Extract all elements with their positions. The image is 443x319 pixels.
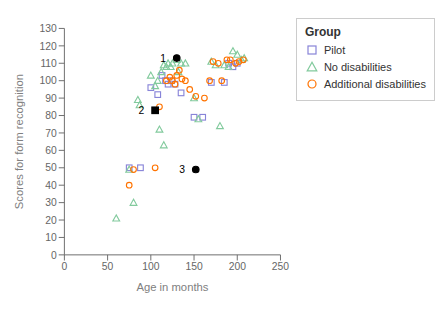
html-text:No disabilities: No disabilities (323, 61, 392, 73)
svg-text:200: 200 (229, 261, 246, 272)
svg-text:0: 0 (51, 250, 57, 261)
svg-text:3: 3 (179, 164, 185, 175)
svg-text:90: 90 (45, 93, 57, 104)
svg-text:130: 130 (40, 23, 57, 34)
html-text:Group: Group (304, 25, 341, 39)
svg-text:70: 70 (45, 128, 57, 139)
svg-text:30: 30 (45, 197, 57, 208)
svg-text:40: 40 (45, 180, 57, 191)
html-text:Additional disabilities: Additional disabilities (323, 78, 426, 90)
svg-text:100: 100 (142, 261, 159, 272)
svg-text:110: 110 (40, 58, 57, 69)
svg-text:60: 60 (45, 145, 57, 156)
svg-text:150: 150 (185, 261, 202, 272)
svg-text:20: 20 (45, 215, 57, 226)
html-text:Pilot: Pilot (323, 44, 346, 56)
svg-text:80: 80 (45, 110, 57, 121)
svg-text:100: 100 (40, 75, 57, 86)
svg-text:2: 2 (139, 105, 145, 116)
svg-text:10: 10 (45, 232, 57, 243)
svg-text:250: 250 (272, 261, 289, 272)
svg-text:0: 0 (61, 261, 67, 272)
svg-text:120: 120 (40, 41, 57, 52)
svg-text:1: 1 (160, 53, 166, 64)
svg-text:Scores for form recognition: Scores for form recognition (13, 74, 25, 209)
svg-text:50: 50 (45, 162, 57, 173)
svg-text:Age in months: Age in months (136, 281, 208, 293)
svg-text:50: 50 (102, 261, 114, 272)
